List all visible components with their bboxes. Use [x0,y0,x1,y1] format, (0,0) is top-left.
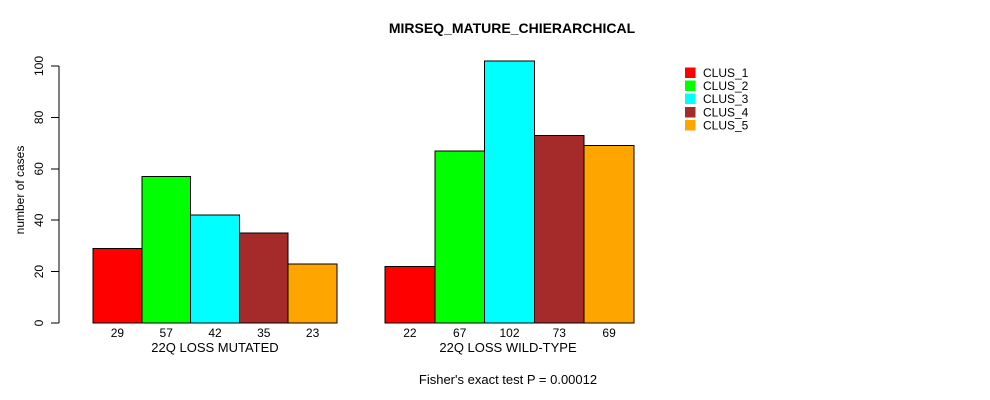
y-axis: 0 20 40 60 80 100 [32,56,60,326]
bar-value-label: 67 [453,326,467,340]
bar-value-label: 29 [111,326,125,340]
legend-swatch-clus_2 [685,80,696,92]
y-tick-label: 100 [32,56,46,76]
y-tick-label: 20 [32,265,46,279]
chart-title: MIRSEQ_MATURE_CHIERARCHICAL [389,20,636,36]
bar-clus_3-group1 [190,214,240,324]
bar-value-label: 35 [257,326,271,340]
legend-swatch-clus_3 [685,93,696,105]
bar-value-labels: 29 57 42 35 23 22 67 102 73 69 [111,326,616,340]
bar-clus_1-group1 [92,247,143,324]
bars-group [92,60,635,324]
legend-label-clus_1: CLUS_1 [703,66,749,80]
group-label-22q-loss-wild-type: 22Q LOSS WILD-TYPE [439,340,577,355]
y-tick-label: 40 [32,213,46,227]
bar-clus_1-group2 [384,265,436,324]
legend-swatch-clus_1 [685,67,696,78]
bar-clus_2-group1 [141,176,192,324]
bar-value-label: 57 [160,326,174,340]
bar-clus_5-group1 [287,263,338,324]
group-label-22q-loss-mutated: 22Q LOSS MUTATED [151,340,278,355]
bar-clus_2-group2 [434,150,486,324]
bar-clus_3-group2 [484,60,535,324]
legend-label-clus_3: CLUS_3 [703,92,749,106]
bar-value-label: 42 [208,326,222,340]
legend-label-clus_5: CLUS_5 [703,118,749,132]
bar-value-label: 22 [403,326,417,340]
bar-value-label: 69 [602,326,616,340]
legend-label-clus_2: CLUS_2 [703,79,749,93]
bar-clus_5-group2 [583,145,635,324]
bar-clus_4-group2 [533,134,585,324]
bar-value-label: 102 [499,326,519,340]
y-axis-title: number of cases [13,146,27,235]
y-tick-label: 0 [32,319,46,326]
legend-swatch-clus_4 [685,106,696,118]
y-tick-label: 80 [32,110,46,124]
bar-value-label: 23 [306,326,320,340]
y-tick-label: 60 [32,162,46,176]
legend-swatch-clus_5 [685,119,696,131]
bar-value-label: 73 [553,326,567,340]
legend-label-clus_4: CLUS_4 [703,105,749,119]
footer-caption: Fisher's exact test P = 0.00012 [419,372,597,387]
bar-clus_4-group1 [238,232,289,324]
